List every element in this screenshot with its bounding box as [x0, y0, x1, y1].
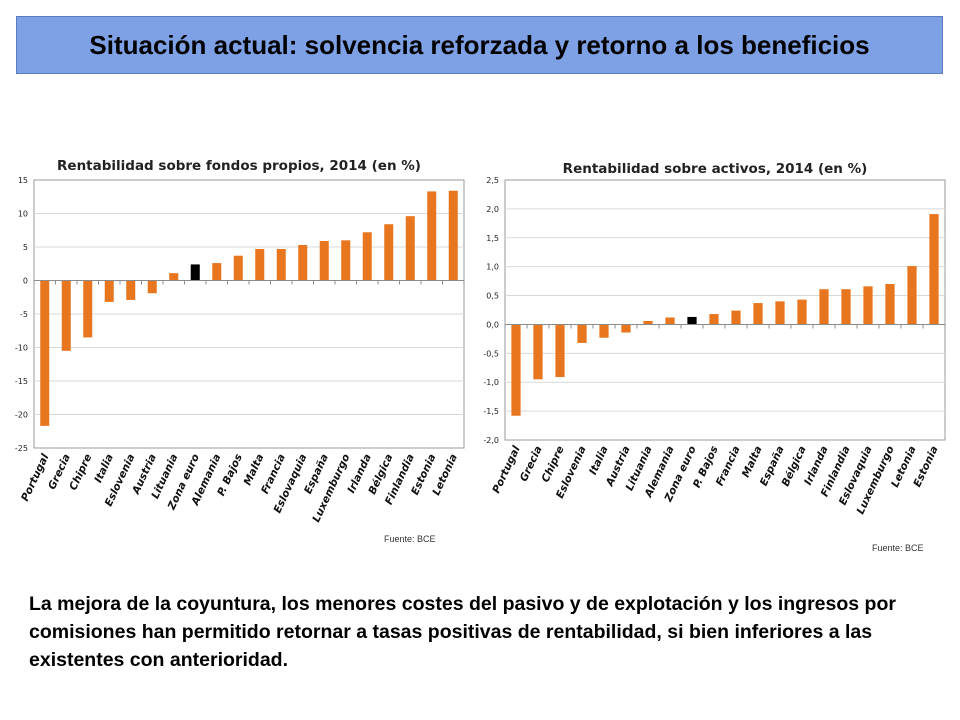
y-tick-label: 0	[23, 277, 28, 286]
y-tick-label: -15	[15, 377, 28, 386]
bar-espa-a	[775, 301, 785, 325]
bar-p-bajos	[233, 255, 243, 281]
bar-estonia	[427, 191, 437, 281]
y-tick-label: 10	[18, 210, 28, 219]
bar-italia	[104, 280, 114, 302]
bar-eslovaquia	[863, 286, 873, 325]
body-text: La mejora de la coyuntura, los menores c…	[29, 593, 896, 671]
bar-finlandia	[405, 216, 415, 281]
bar-luxemburgo	[885, 284, 895, 325]
bar-portugal	[511, 324, 521, 416]
bar-letonia	[448, 190, 458, 281]
bar-chipre	[555, 324, 565, 378]
bar-austria	[147, 280, 157, 294]
chart-background	[2, 148, 478, 554]
bar-estonia	[929, 214, 939, 325]
y-tick-label: -0,5	[483, 349, 499, 358]
roe-chart: Rentabilidad sobre fondos propios, 2014 …	[2, 148, 478, 554]
bar-portugal	[40, 280, 50, 426]
chart-title: Rentabilidad sobre fondos propios, 2014 …	[57, 158, 421, 174]
y-tick-label: -20	[15, 411, 28, 420]
bar-francia	[731, 310, 741, 325]
roa-chart: Rentabilidad sobre activos, 2014 (en %) -…	[483, 148, 959, 554]
y-tick-label: 1,0	[486, 263, 499, 272]
plot-frame	[504, 179, 946, 441]
bar-eslovenia	[577, 324, 587, 343]
bar-luxemburgo	[341, 240, 351, 281]
bar-francia	[276, 249, 286, 281]
bar-b-lgica	[384, 224, 394, 281]
bar-finlandia	[841, 289, 851, 325]
y-tick-label: 5	[23, 243, 28, 252]
y-tick-label: -1,0	[483, 378, 499, 387]
y-tick-label: -10	[15, 344, 28, 353]
bar-letonia	[907, 266, 917, 325]
bar-grecia	[533, 324, 543, 380]
bar-austria	[621, 324, 631, 333]
bar-p-bajos	[709, 314, 719, 325]
y-tick-label: -1,5	[483, 407, 499, 416]
y-tick-label: 2,5	[486, 176, 499, 185]
bar-eslovaquia	[298, 244, 308, 281]
y-tick-label: -5	[20, 310, 28, 319]
y-tick-label: -2,0	[483, 436, 499, 445]
y-tick-label: 1,5	[486, 234, 499, 243]
bar-alemania	[665, 317, 675, 325]
bar-irlanda	[819, 289, 829, 325]
y-tick-label: 15	[18, 176, 28, 185]
roe-source: Fuente: BCE	[384, 534, 436, 544]
bar-malta	[255, 249, 265, 281]
bar-eslovenia	[126, 280, 136, 300]
slide-title: Situación actual: solvencia reforzada y …	[89, 29, 870, 60]
bar-malta	[753, 303, 763, 325]
y-tick-label: -25	[15, 444, 28, 453]
y-tick-label: 2,0	[486, 205, 499, 214]
bar-lituania	[169, 273, 179, 281]
chart-title: Rentabilidad sobre activos, 2014 (en %)	[563, 161, 868, 177]
bar-chipre	[83, 280, 93, 338]
y-tick-label: 0,0	[486, 320, 499, 329]
bar-zona-euro	[687, 316, 697, 325]
slide-title-box: Situación actual: solvencia reforzada y …	[16, 16, 943, 74]
bar-lituania	[643, 320, 653, 325]
bar-b-lgica	[797, 299, 807, 325]
bar-alemania	[212, 263, 222, 281]
y-tick-label: 0,5	[486, 292, 499, 301]
bar-zona-euro	[190, 264, 200, 281]
bar-italia	[599, 324, 609, 338]
bar-irlanda	[362, 232, 372, 281]
bar-espa-a	[319, 240, 329, 281]
bar-grecia	[61, 280, 71, 351]
roa-source: Fuente: BCE	[872, 543, 924, 553]
